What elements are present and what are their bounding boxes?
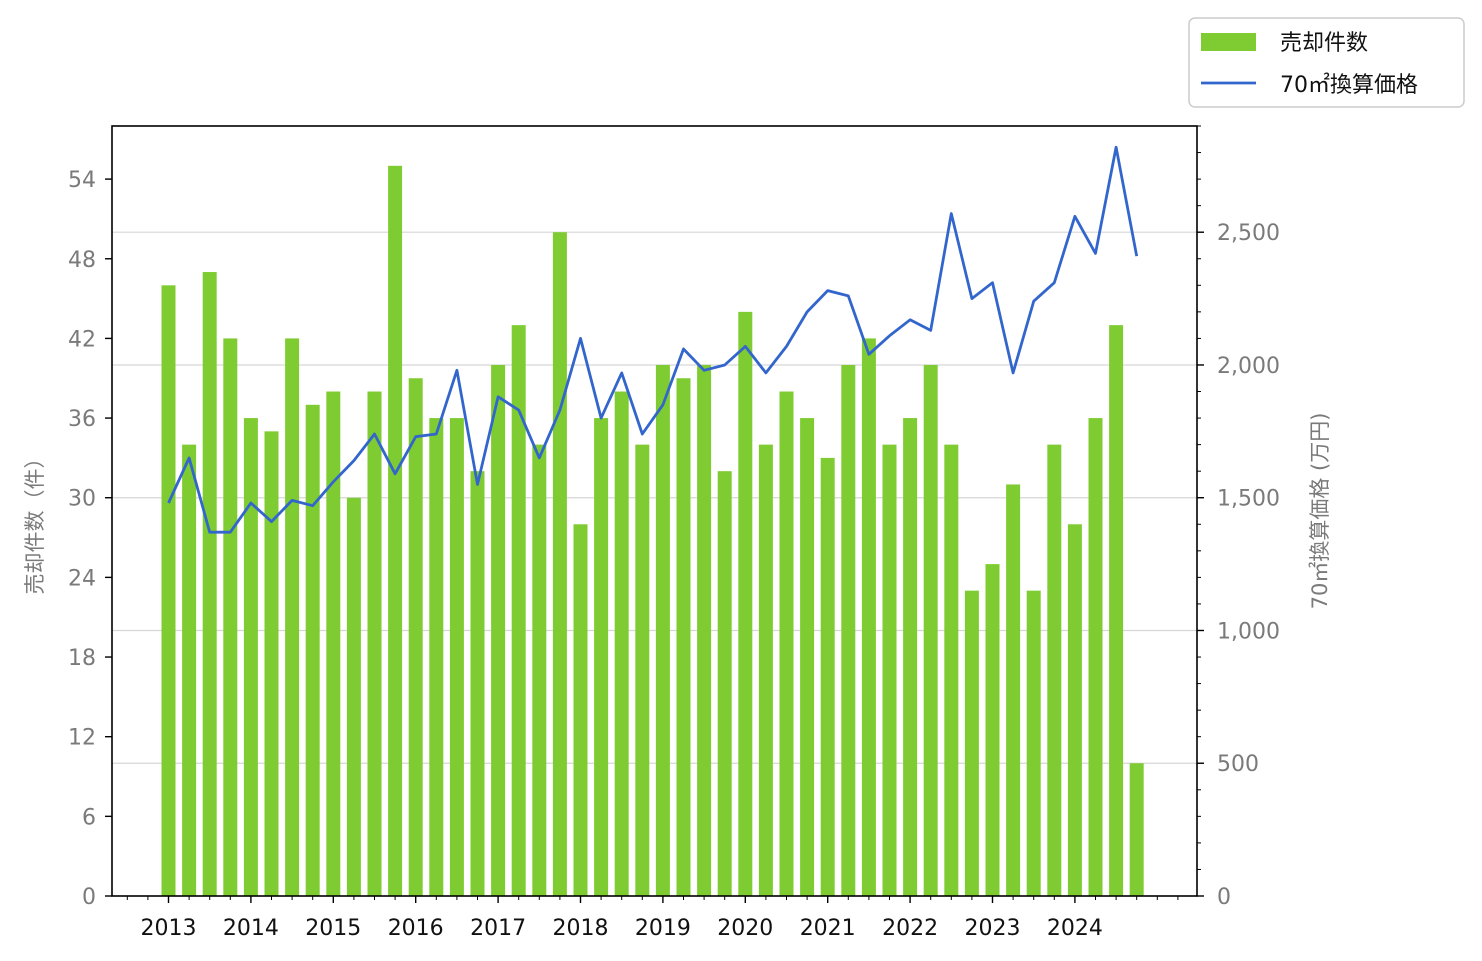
bar bbox=[882, 444, 897, 896]
y-axis-right-title: 70㎡換算価格 (万円) bbox=[1308, 413, 1332, 610]
y-left-tick-label: 54 bbox=[68, 168, 96, 193]
bar bbox=[923, 364, 938, 896]
bar bbox=[655, 364, 670, 896]
x-tick-label: 2024 bbox=[1047, 916, 1103, 941]
axes-ticks: 0 6 12 18 24 30 36 42 48 54 0 500 1,000 1,500 2,000 2,5… bbox=[68, 125, 1280, 941]
bar bbox=[903, 418, 918, 896]
x-tick-label: 2016 bbox=[388, 916, 444, 941]
y-right-tick-label: 1,500 bbox=[1217, 487, 1280, 512]
x-tick-label: 2013 bbox=[141, 916, 197, 941]
bar bbox=[470, 471, 485, 896]
y-left-tick-label: 48 bbox=[68, 248, 96, 273]
y-left-tick-label: 36 bbox=[68, 407, 96, 432]
bar bbox=[388, 165, 403, 897]
bar bbox=[800, 418, 815, 896]
bar bbox=[552, 232, 567, 896]
bar bbox=[861, 338, 876, 896]
plot-frame bbox=[111, 125, 1198, 897]
bar bbox=[1109, 325, 1124, 896]
x-tick-label: 2017 bbox=[470, 916, 526, 941]
bar-series bbox=[161, 165, 1144, 897]
y-right-tick-label: 500 bbox=[1217, 752, 1259, 777]
legend-bar-swatch bbox=[1201, 33, 1256, 51]
y-right-tick-label: 2,500 bbox=[1217, 221, 1280, 246]
x-tick-label: 2022 bbox=[882, 916, 938, 941]
bar bbox=[676, 378, 691, 896]
bar bbox=[573, 524, 588, 896]
legend-bar-label: 売却件数 bbox=[1280, 31, 1368, 56]
y-right-tick-label: 0 bbox=[1217, 885, 1231, 910]
bar bbox=[285, 338, 300, 896]
x-tick-label: 2019 bbox=[635, 916, 691, 941]
bar bbox=[511, 325, 526, 896]
price-line bbox=[167, 145, 1139, 534]
bar bbox=[223, 338, 238, 896]
bar bbox=[717, 471, 732, 896]
bar bbox=[532, 444, 547, 896]
y-left-tick-label: 6 bbox=[82, 805, 96, 830]
bar bbox=[367, 391, 382, 896]
bar bbox=[738, 311, 753, 896]
bar bbox=[202, 272, 217, 896]
bar bbox=[697, 364, 712, 896]
y-left-tick-label: 42 bbox=[68, 327, 96, 352]
bar bbox=[1088, 418, 1103, 896]
bar bbox=[243, 418, 258, 896]
bar bbox=[429, 418, 444, 896]
bar bbox=[635, 444, 650, 896]
bar bbox=[305, 404, 320, 896]
legend-box bbox=[1188, 17, 1465, 108]
y-axis-left-title: 売却件数（件） bbox=[23, 448, 47, 595]
y-left-tick-label: 0 bbox=[82, 885, 96, 910]
x-tick-label: 2023 bbox=[965, 916, 1021, 941]
bar bbox=[1067, 524, 1082, 896]
y-right-tick-label: 2,000 bbox=[1217, 354, 1280, 379]
y-left-tick-label: 24 bbox=[68, 566, 96, 591]
bar bbox=[944, 444, 959, 896]
bar bbox=[1129, 763, 1144, 896]
bar bbox=[985, 564, 1000, 896]
x-tick-label: 2015 bbox=[305, 916, 361, 941]
bar bbox=[326, 391, 341, 896]
bar bbox=[182, 444, 197, 896]
x-tick-label: 2018 bbox=[553, 916, 609, 941]
bar bbox=[594, 418, 609, 896]
bar bbox=[408, 378, 423, 896]
x-tick-label: 2021 bbox=[800, 916, 856, 941]
legend: 売却件数 70㎡換算価格 bbox=[1188, 17, 1465, 108]
bar bbox=[841, 364, 856, 896]
bar bbox=[1026, 590, 1041, 896]
bar bbox=[449, 418, 464, 896]
bar bbox=[491, 364, 506, 896]
bar bbox=[614, 391, 629, 896]
y-left-tick-label: 30 bbox=[68, 487, 96, 512]
bar bbox=[1047, 444, 1062, 896]
x-tick-label: 2014 bbox=[223, 916, 279, 941]
bar bbox=[264, 431, 279, 896]
bar bbox=[964, 590, 979, 896]
bar bbox=[820, 457, 835, 896]
y-left-tick-label: 18 bbox=[68, 646, 96, 671]
y-left-tick-label: 12 bbox=[68, 726, 96, 751]
bar bbox=[1006, 484, 1021, 896]
bar bbox=[161, 285, 176, 897]
bar bbox=[758, 444, 773, 896]
x-tick-label: 2020 bbox=[717, 916, 773, 941]
bar bbox=[346, 497, 361, 896]
bar bbox=[779, 391, 794, 896]
legend-line-label: 70㎡換算価格 bbox=[1280, 72, 1418, 98]
y-right-tick-label: 1,000 bbox=[1217, 619, 1280, 644]
